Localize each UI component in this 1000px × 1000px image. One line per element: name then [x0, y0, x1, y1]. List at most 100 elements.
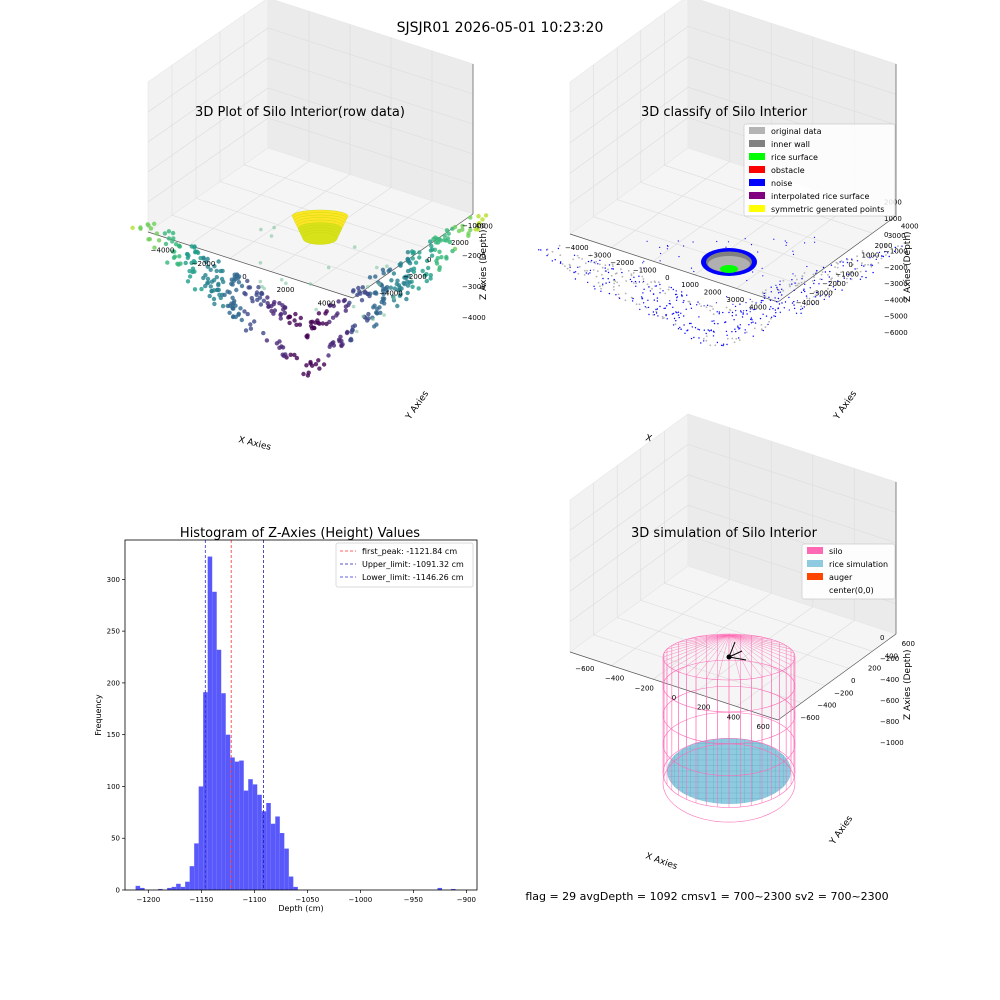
raw-point: [375, 265, 379, 270]
noise-point: [670, 286, 672, 289]
noise-point: [621, 271, 623, 274]
silo-roof-line: [695, 634, 730, 638]
legend-label: Lower_limit: -1146.26 cm: [362, 573, 464, 582]
noise-point: [752, 271, 754, 273]
raw-point: [405, 250, 411, 255]
original-point: [592, 269, 595, 271]
noise-point: [788, 309, 790, 311]
raw-point: [205, 280, 211, 285]
original-point: [770, 317, 772, 320]
noise-point: [754, 322, 757, 324]
raw-point: [308, 282, 313, 286]
silo-roof-line: [728, 634, 772, 640]
raw-point: [381, 296, 387, 301]
z-tick-label: −600: [880, 697, 899, 705]
legend-label: first_peak: -1121.84 cm: [362, 547, 457, 556]
raw-point: [444, 228, 450, 233]
z-tick-label: −3000: [462, 283, 486, 291]
raw-point: [308, 320, 314, 325]
grid-line: [267, 27, 474, 95]
silo-ring: [662, 712, 796, 776]
noise-point: [830, 264, 833, 266]
noise-point: [743, 310, 745, 312]
noise-point: [734, 305, 737, 308]
raw-point: [382, 313, 386, 317]
legend-swatch: [749, 140, 765, 147]
noise-point: [683, 315, 685, 317]
original-point: [709, 344, 712, 347]
noise-point: [768, 296, 770, 298]
raw-point: [313, 320, 318, 325]
original-point: [800, 281, 803, 284]
noise-point: [754, 308, 756, 310]
noise-point: [818, 283, 820, 285]
noise-point: [657, 315, 659, 317]
noise-point: [839, 261, 841, 263]
raw-point: [446, 231, 451, 236]
original-point: [674, 323, 677, 326]
original-point: [840, 271, 842, 274]
figure-title: SJSJR01 2026-05-01 10:23:20: [397, 20, 604, 36]
original-point: [789, 285, 791, 288]
raw-point: [398, 261, 404, 266]
raw-point: [328, 342, 333, 347]
noise-point: [869, 257, 871, 259]
noise-point: [660, 252, 662, 255]
original-point: [856, 255, 858, 258]
original-point: [794, 275, 797, 277]
noise-point: [722, 311, 724, 314]
original-point: [635, 282, 638, 285]
raw-point: [208, 267, 213, 272]
x-tick-label: −950: [404, 896, 423, 904]
raw-point: [199, 286, 204, 292]
legend-swatch: [749, 166, 765, 173]
noise-point: [816, 270, 818, 272]
original-point: [835, 283, 838, 286]
noise-point: [646, 240, 648, 242]
noise-point: [656, 297, 659, 299]
noise-point: [689, 322, 691, 325]
raw-point: [246, 285, 251, 290]
legend-label: auger: [829, 573, 853, 582]
grid-line: [569, 444, 689, 531]
noise-point: [643, 260, 645, 262]
original-point: [698, 303, 701, 305]
raw-point: [317, 366, 322, 371]
noise-point: [693, 270, 695, 273]
noise-point: [776, 286, 778, 289]
noise-point: [589, 272, 591, 274]
y-tick-label: 2000: [875, 242, 893, 250]
raw-point: [344, 330, 350, 336]
original-point: [738, 339, 741, 341]
grid-line: [569, 117, 689, 204]
histogram-bar: [198, 786, 204, 890]
original-point: [733, 341, 736, 344]
simulation-y-axis-label: Y Axies: [828, 814, 856, 847]
z-tick-label: −2000: [462, 252, 486, 260]
x-tick-label: −1000: [633, 266, 657, 274]
raw-point: [278, 311, 284, 317]
noise-point: [644, 306, 646, 308]
original-point: [611, 263, 614, 266]
noise-point: [681, 295, 683, 297]
simulation-tick-labels: −600 −400 −200 0 200 400 600 −600 −400 −200 0 200 40…: [575, 634, 915, 747]
y-tick-label: 150: [107, 731, 120, 739]
raw-point: [192, 287, 198, 292]
noise-point: [607, 271, 610, 274]
histogram-bar: [189, 866, 195, 890]
original-point: [576, 254, 579, 257]
raw-point: [399, 286, 404, 291]
raw-point: [355, 292, 360, 298]
noise-point: [813, 236, 816, 238]
original-point: [596, 270, 599, 273]
raw-point: [405, 290, 410, 296]
noise-point: [690, 267, 693, 269]
raw-point: [377, 305, 382, 310]
noise-point: [647, 306, 650, 309]
raw-point: [387, 267, 393, 272]
noise-point: [607, 278, 609, 280]
auger-marker: [726, 641, 747, 661]
original-point: [657, 281, 660, 284]
noise-point: [769, 308, 771, 310]
